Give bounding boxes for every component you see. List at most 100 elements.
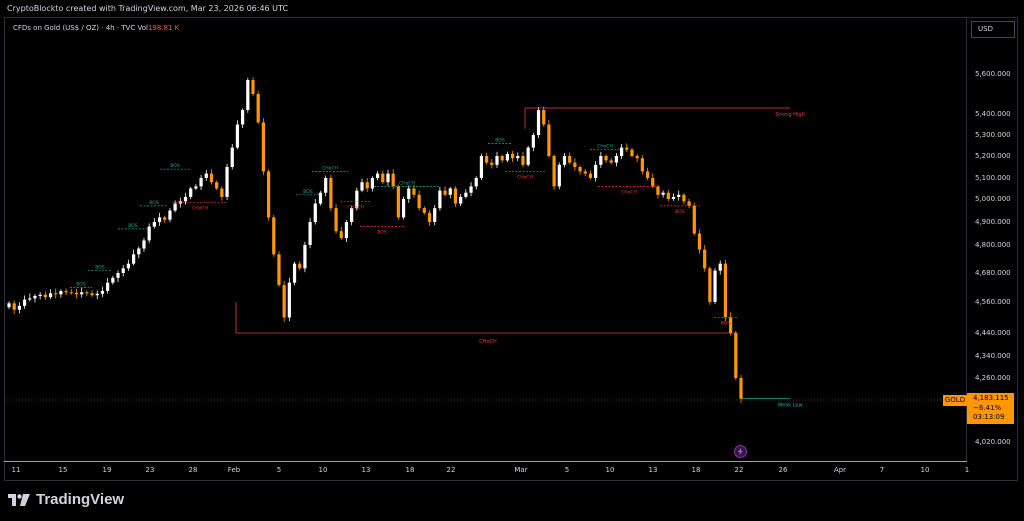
price-tick-label: 5,000.000	[975, 195, 1011, 203]
candle-body	[339, 231, 343, 239]
candle-body	[220, 188, 224, 197]
candle-body	[453, 188, 458, 204]
structure-label: BOS	[149, 200, 159, 206]
candle-body	[365, 182, 369, 189]
candle-body	[729, 317, 733, 333]
candle-body	[510, 153, 515, 159]
candle-body	[485, 156, 489, 163]
candle-body	[438, 190, 442, 209]
candle-body	[573, 162, 577, 167]
candle-body	[157, 217, 162, 222]
candle-body	[490, 162, 494, 165]
candle-body	[59, 291, 63, 295]
candle-body	[7, 303, 11, 308]
structure-label: CHoCH	[597, 144, 613, 150]
candle-body	[427, 212, 432, 222]
price-tick-label: 5,600.000	[975, 70, 1011, 78]
candle-body	[261, 122, 265, 172]
time-tick-label: 28	[188, 466, 198, 474]
structure-label: CHoCH	[621, 189, 637, 195]
candle-body	[147, 226, 151, 241]
candle-body	[433, 208, 437, 222]
candle-body	[661, 192, 665, 195]
candle-body	[713, 270, 717, 302]
candle-body	[308, 222, 312, 245]
tradingview-logo: TradingView	[8, 491, 124, 508]
structure-label: BOS	[675, 209, 685, 215]
candle-body	[396, 186, 400, 218]
candle-body	[609, 160, 613, 163]
structure-label: CHoCH	[517, 174, 533, 180]
time-tick-label: Feb	[227, 466, 241, 474]
time-tick-label: 19	[102, 466, 112, 474]
candle-body	[64, 291, 68, 293]
candle-body	[422, 208, 426, 213]
candle-body	[526, 147, 530, 165]
candle-body	[303, 245, 307, 269]
candle-body	[100, 290, 105, 294]
candle-body	[209, 173, 214, 183]
candle-body	[718, 263, 722, 271]
structure-label: BOS	[377, 230, 387, 236]
candle-body	[547, 124, 551, 156]
candle-body	[121, 268, 125, 273]
chart-panel[interactable]	[4, 17, 1018, 481]
candle-body	[95, 293, 99, 296]
structure-label: CHoCH	[192, 205, 208, 211]
candle-body	[189, 188, 193, 197]
time-tick-label: 26	[778, 466, 788, 474]
candle-body	[277, 254, 281, 286]
last-price: 4,183.115	[973, 394, 1009, 402]
candle-body	[645, 171, 650, 178]
candle-body	[318, 192, 323, 204]
candles	[7, 77, 743, 404]
candle-body	[557, 164, 561, 187]
currency-selector[interactable]: USD	[971, 21, 1015, 38]
price-tick-label: 4,020.000	[975, 438, 1011, 446]
candle-body	[479, 156, 484, 178]
candle-body	[464, 192, 468, 197]
time-tick-label: Apr	[833, 466, 847, 474]
candle-body	[292, 263, 297, 283]
candle-body	[194, 186, 198, 189]
candle-body	[168, 210, 172, 220]
last-price-label: 4,183.115 −6.41% 03:13:09	[967, 393, 1014, 424]
candle-body	[215, 182, 219, 189]
candle-body	[111, 277, 115, 283]
candle-body	[360, 182, 364, 191]
time-tick-label: 5	[276, 466, 282, 474]
candle-body	[256, 94, 260, 123]
candle-body	[33, 295, 37, 299]
candle-body	[313, 203, 317, 222]
time-tick-label: 10	[318, 466, 328, 474]
price-tick-label: 5,100.000	[975, 174, 1011, 182]
candle-body	[656, 186, 660, 195]
candle-body	[671, 196, 676, 199]
candle-body	[241, 110, 245, 125]
candle-body	[469, 186, 473, 193]
candle-body	[116, 273, 120, 278]
candle-body	[225, 167, 229, 197]
candle-body	[391, 173, 395, 187]
candle-body	[594, 164, 598, 178]
candle-body	[298, 263, 302, 269]
level-label: Weak Low	[777, 403, 802, 409]
symbol-legend[interactable]: CFDs on Gold (US$ / OZ) · 4h · TVC Vol19…	[13, 24, 179, 32]
candle-body	[137, 248, 141, 255]
candle-body	[54, 293, 58, 295]
time-scale-border	[4, 461, 967, 462]
candle-body	[282, 285, 286, 318]
candle-body	[734, 333, 738, 378]
candle-body	[443, 190, 447, 195]
candle-body	[495, 156, 499, 165]
candle-body	[505, 153, 509, 161]
time-tick-label: 15	[58, 466, 68, 474]
price-tick-label: 5,300.000	[975, 131, 1011, 139]
candle-body	[329, 178, 333, 209]
tradingview-wordmark: TradingView	[36, 491, 125, 508]
candle-body	[578, 167, 582, 172]
candle-body	[324, 178, 328, 193]
economic-event-icon[interactable]	[734, 445, 747, 458]
price-tick-label: 4,680.000	[975, 269, 1011, 277]
